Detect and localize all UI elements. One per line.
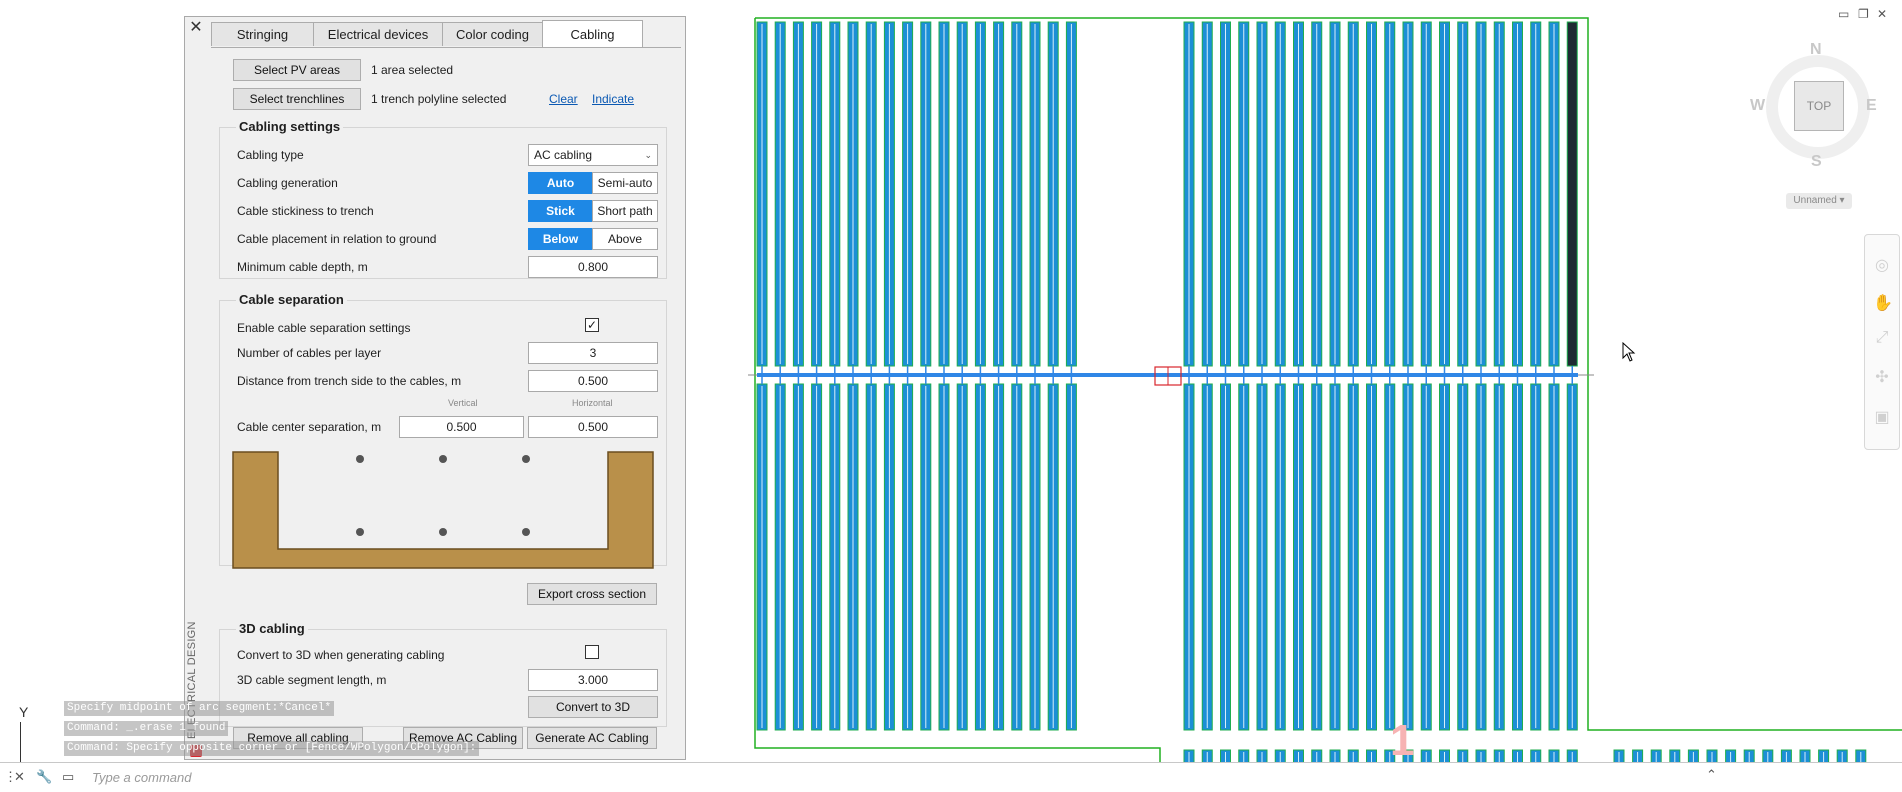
ucs-y-label: Y [19, 704, 29, 720]
trench-side-distance-input[interactable]: 0.500 [528, 370, 658, 392]
3d-cabling-group: 3D cabling Convert to 3D when generating… [219, 621, 667, 727]
showmotion-icon[interactable]: ▣ [1874, 409, 1890, 426]
generate-ac-cabling-button[interactable]: Generate AC Cabling [527, 727, 657, 749]
command-history-line: Command: Specify opposite corner or [Fen… [64, 741, 480, 756]
cable-dot [522, 455, 530, 463]
site-boundary [755, 17, 1902, 731]
convert-to-3d-button[interactable]: Convert to 3D [528, 696, 658, 718]
mouse-cursor-icon [1622, 342, 1636, 362]
indicate-link[interactable]: Indicate [592, 92, 635, 106]
generation-semi-auto-toggle[interactable]: Semi-auto [592, 172, 658, 194]
command-history-line: Command: _.erase 1 found [64, 721, 229, 736]
orbit-icon[interactable]: ✣ [1875, 369, 1889, 386]
convert-3d-checkbox[interactable] [585, 645, 599, 659]
center-separation-horizontal-input[interactable]: 0.500 [528, 416, 658, 438]
stickiness-stick-toggle[interactable]: Stick [528, 200, 593, 222]
cabling-type-select[interactable]: AC cabling ⌄ [528, 144, 658, 166]
restore-icon[interactable]: ❐ [1858, 7, 1869, 21]
generation-auto-toggle[interactable]: Auto [528, 172, 593, 194]
checkmark-icon: ✓ [586, 318, 598, 332]
cabling-settings-group: Cabling settings Cabling type AC cabling… [219, 119, 667, 279]
center-separation-vertical-input[interactable]: 0.500 [399, 416, 524, 438]
clear-link[interactable]: Clear [549, 92, 578, 106]
cable-dot [522, 528, 530, 536]
minimize-icon[interactable]: ▭ [1838, 7, 1850, 21]
placement-below-toggle[interactable]: Below [528, 228, 593, 250]
viewcube-west[interactable]: W [1750, 97, 1766, 114]
pv-selection-status: 1 area selected [371, 63, 454, 77]
trench-side-distance-label: Distance from trench side to the cables,… [237, 374, 462, 388]
segment-length-label: 3D cable segment length, m [237, 673, 387, 687]
convert-3d-label: Convert to 3D when generating cabling [237, 648, 445, 662]
trench-selection-status: 1 trench polyline selected [371, 92, 507, 106]
viewcube-south[interactable]: S [1811, 153, 1822, 170]
viewcube-east[interactable]: E [1866, 97, 1877, 114]
ucs-menu[interactable]: Unnamed ▾ [1786, 193, 1852, 209]
drawing-number-label: 1 [1390, 716, 1415, 765]
vertical-caption: Vertical [448, 398, 478, 408]
placement-above-toggle[interactable]: Above [592, 228, 658, 250]
export-cross-section-button[interactable]: Export cross section [527, 583, 657, 605]
chevron-down-icon: ▾ [1839, 195, 1845, 206]
tab-cabling[interactable]: Cabling [542, 20, 643, 47]
close-command-icon[interactable]: ✕ [14, 769, 25, 784]
pv-tracker-row [1566, 21, 1578, 367]
tab-color-coding[interactable]: Color coding [442, 22, 543, 46]
tab-strip: Stringing Electrical devices Color codin… [211, 20, 643, 47]
cabling-generation-label: Cabling generation [237, 176, 338, 190]
tab-stringing[interactable]: Stringing [211, 22, 314, 46]
cable-dot [356, 528, 364, 536]
horizontal-caption: Horizontal [572, 398, 613, 408]
cabling-tab-panel: Select PV areas 1 area selected Select t… [211, 47, 681, 759]
command-input[interactable]: Type a command [92, 770, 192, 785]
wrench-icon[interactable]: 🔧 [36, 769, 53, 784]
enable-separation-checkbox[interactable]: ✓ [585, 318, 599, 332]
ucs-menu-label: Unnamed [1793, 195, 1837, 206]
close-icon[interactable]: ✕ [1877, 7, 1888, 21]
cable-separation-group: Cable separation Enable cable separation… [219, 292, 667, 569]
cabling-type-value: AC cabling [534, 148, 593, 162]
cabling-settings-title: Cabling settings [236, 119, 344, 134]
cable-placement-label: Cable placement in relation to ground [237, 232, 437, 246]
stickiness-short-path-toggle[interactable]: Short path [592, 200, 658, 222]
cable-separation-title: Cable separation [236, 292, 347, 307]
navigation-bar: ◎ ✋ ⤢ ✣ ▣ [1864, 234, 1900, 450]
min-cable-depth-label: Minimum cable depth, m [237, 260, 368, 274]
viewcube-ring [1766, 55, 1870, 159]
3d-cabling-title: 3D cabling [236, 621, 308, 636]
cable-dot [439, 455, 447, 463]
pan-icon[interactable]: ✋ [1873, 295, 1893, 312]
select-pv-areas-button[interactable]: Select PV areas [233, 59, 361, 81]
enable-separation-label: Enable cable separation settings [237, 321, 411, 335]
select-trenchlines-button[interactable]: Select trenchlines [233, 88, 361, 110]
palette-close-icon[interactable]: ✕ [189, 19, 203, 36]
zoom-extents-icon[interactable]: ⤢ [1875, 329, 1889, 346]
command-history-line: Specify midpoint of arc segment:*Cancel* [64, 701, 335, 716]
cable-dot [439, 528, 447, 536]
trench-wall [232, 451, 654, 569]
cable-dot [356, 455, 364, 463]
command-line: ⋮ ✕ 🔧 ▭ Type a command ⌃ [0, 762, 1902, 792]
tab-electrical-devices[interactable]: Electrical devices [313, 22, 443, 46]
grip-icon: ⋮ [4, 769, 17, 784]
trench-cross-section-preview [232, 451, 654, 569]
center-separation-label: Cable center separation, m [237, 420, 382, 434]
cable-stickiness-label: Cable stickiness to trench [237, 204, 374, 218]
steering-wheel-icon[interactable]: ◎ [1875, 257, 1889, 274]
electrical-design-palette: ✕ ELECTRICAL DESIGN Stringing Electrical… [184, 16, 686, 760]
ucs-icon [20, 722, 21, 766]
segment-length-input[interactable]: 3.000 [528, 669, 658, 691]
command-history-icon[interactable]: ▭ [62, 769, 75, 784]
viewcube-north[interactable]: N [1810, 41, 1822, 58]
chevron-down-icon: ⌄ [644, 150, 652, 160]
viewcube-top-face[interactable]: TOP [1794, 81, 1844, 131]
cables-per-layer-label: Number of cables per layer [237, 346, 382, 360]
cabling-type-label: Cabling type [237, 148, 304, 162]
chevron-up-icon[interactable]: ⌃ [1706, 767, 1717, 782]
min-cable-depth-input[interactable]: 0.800 [528, 256, 658, 278]
cables-per-layer-input[interactable]: 3 [528, 342, 658, 364]
